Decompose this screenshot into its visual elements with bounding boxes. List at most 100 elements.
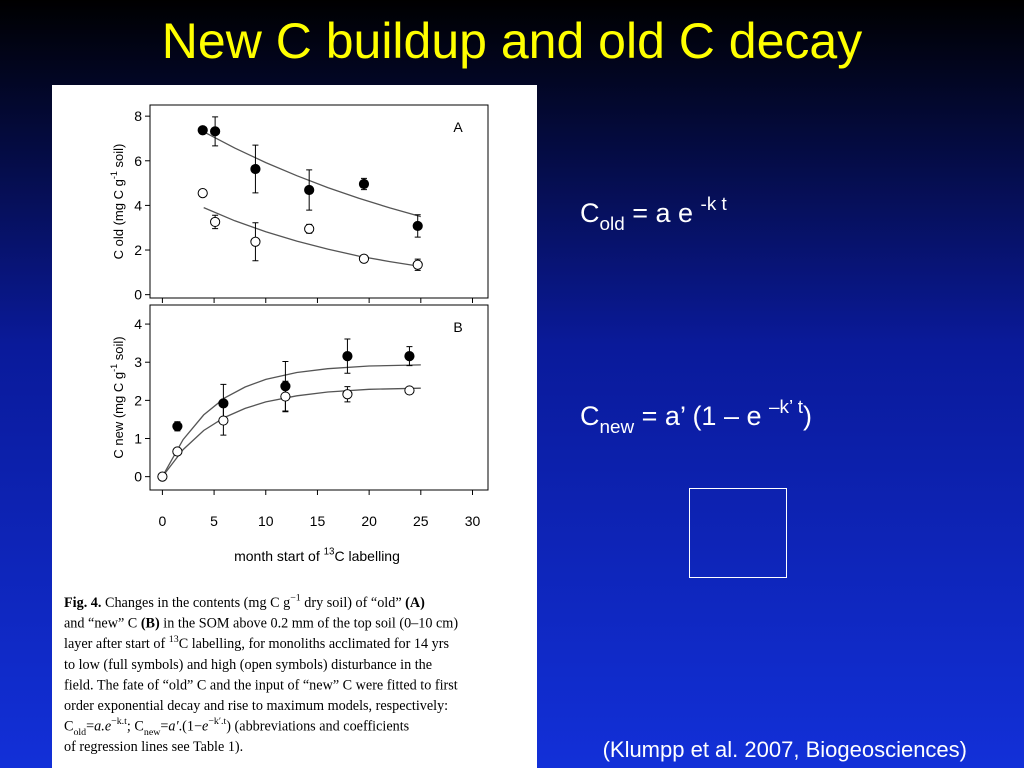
text-run: dry soil) of “old” [301,595,405,611]
y-axis-label: C new (mg C g-1 soil) [109,336,126,458]
data-point [412,259,423,270]
text-run: −k′.t [208,716,226,727]
text-run: = [160,719,168,735]
caption-line: Fig. 4. Changes in the contents (mg C g−… [64,593,425,611]
plot-frame [149,104,489,299]
text-run: .(1− [179,719,202,735]
y-tick-label: 1 [134,431,142,447]
y-tick-label: 4 [134,316,142,332]
plot-frame [149,304,489,491]
data-point [210,216,221,228]
data-point [358,253,370,264]
data-point [404,385,415,396]
text-run: = [86,719,94,735]
text-run: 13 [324,547,335,558]
data-point [358,178,370,190]
text-run: and “new” C [64,616,141,632]
text-run: ; C [127,719,144,735]
text-run: -1 [109,364,119,372]
data-point [304,184,315,196]
text-run: e [202,719,208,735]
data-point [342,389,353,400]
text-run: Fig. 4. [64,595,101,611]
text-run: field. The fate of “old” C and the input… [64,677,458,693]
text-run: = a e [625,198,701,228]
y-tick-label: 6 [134,153,142,169]
text-run: soil) [111,336,126,363]
text-run: new [600,417,635,438]
caption-line: field. The fate of “old” C and the input… [64,677,458,693]
x-tick-label: 15 [310,513,326,529]
data-point [342,351,353,362]
citation: (Klumpp et al. 2007, Biogeosciences) [603,737,967,762]
text-run: old [600,214,625,235]
caption-line: of regression lines see Table 1). [64,739,243,755]
plot-panel: 0 2 4 6 8 A C old (mg C g-1 soil) [109,104,489,303]
text-run: a′ [168,719,179,735]
text-run: ) [803,401,812,431]
y-tick-label: 0 [134,469,142,485]
text-run: a.e [94,719,111,735]
text-run: 13 [169,634,179,645]
y-tick-label: 4 [134,197,142,213]
text-run: of regression lines see Table 1). [64,739,243,755]
text-run: new [144,727,161,738]
text-run: C [580,198,600,228]
text-run: Changes in the contents (mg C g [101,595,290,611]
data-point [250,236,261,247]
data-point [250,163,261,175]
x-tick-label: 0 [159,513,167,529]
text-run: in the SOM above 0.2 mm of the top soil … [160,616,459,632]
caption-line: and “new” C (B) in the SOM above 0.2 mm … [64,616,458,632]
data-point [304,223,315,234]
y-tick-label: 0 [134,287,142,303]
data-point [218,415,229,426]
fit-curve [161,364,421,477]
x-axis-label: month start of 13C labelling [234,547,400,564]
data-point [197,125,208,136]
data-point [172,446,183,457]
equation: Cnew = a’ (1 – e –k’ t) [580,397,812,438]
text-run: C labelling [335,548,400,564]
fit-curve [203,131,421,218]
data-point [280,391,291,402]
equation: Cold = a e -k t [580,194,728,235]
x-tick-label: 10 [258,513,274,529]
caption-line: order exponential decay and rise to maxi… [64,698,448,714]
figure: Fig. 4. Changes in the contents (mg C g−… [64,104,489,755]
text-run: −k.t [111,716,127,727]
data-point [404,351,415,362]
panel-label: B [453,319,462,335]
x-tick-label: 20 [361,513,377,529]
text-run: layer after start of [64,636,169,652]
text-run: month start of [234,548,323,564]
text-run: C [64,719,73,735]
text-run: to low (full symbols) and high (open sym… [64,657,432,673]
text-run: –k’ t [769,397,804,418]
text-run: = a’ (1 – e [634,401,769,431]
y-tick-label: 3 [134,354,142,370]
x-tick-label: 25 [413,513,429,529]
y-tick-label: 8 [134,108,142,124]
empty-box [689,488,787,578]
data-point [172,421,183,432]
text-run: old [73,727,86,738]
figure-panel [52,85,537,768]
plot-panel: 0 1 2 3 4 0 5 10 15 20 25 30 B C new (mg C g-1 soil) m… [109,304,489,564]
data-point [197,188,208,199]
slide-title: New C buildup and old C decay [162,13,862,69]
data-point [412,220,423,232]
text-run: C old (mg C g [111,179,126,259]
text-run: -k t [701,194,728,215]
text-run: (A) [405,595,425,611]
data-point [210,126,221,137]
caption-line: to low (full symbols) and high (open sym… [64,657,432,673]
text-run: C new (mg C g [111,372,126,459]
text-run: −1 [290,593,301,604]
fit-curve [203,207,421,268]
y-axis-label: C old (mg C g-1 soil) [109,144,126,260]
text-run: ) (abbreviations and coefficients [226,719,409,735]
text-run: C labelling, for monoliths acclimated fo… [179,636,450,652]
